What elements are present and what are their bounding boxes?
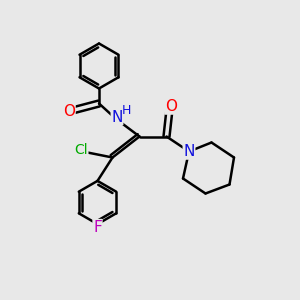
Text: N: N	[111, 110, 123, 124]
Text: F: F	[93, 220, 102, 235]
Text: H: H	[122, 103, 132, 117]
Text: O: O	[165, 99, 177, 114]
Text: Cl: Cl	[74, 143, 88, 157]
Text: N: N	[183, 144, 195, 159]
Text: O: O	[63, 103, 75, 118]
